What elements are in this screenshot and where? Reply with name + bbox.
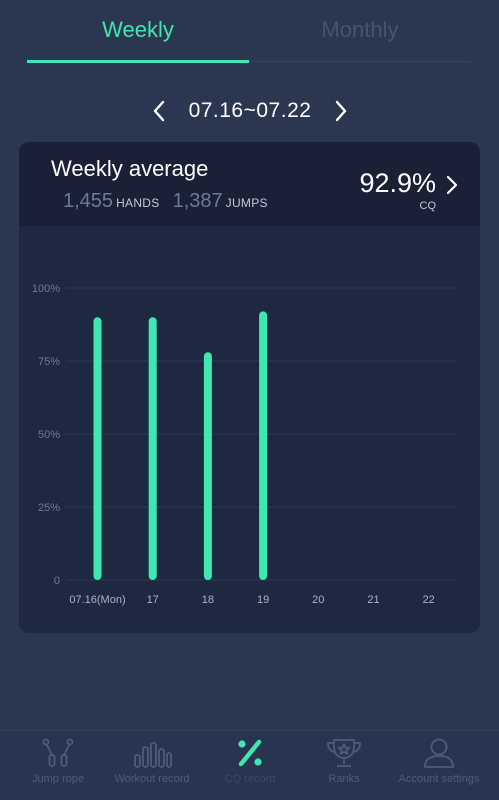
nav-cq-record[interactable]: CQ record xyxy=(202,731,298,800)
jump-rope-icon xyxy=(42,738,74,767)
nav-ranks[interactable]: Ranks xyxy=(296,731,392,800)
nav-label-jump-rope: Jump rope xyxy=(32,773,84,785)
y-tick-label: 0 xyxy=(54,575,60,587)
hands-unit: HANDS xyxy=(116,196,160,210)
cq-detail-button[interactable] xyxy=(440,172,464,198)
x-tick-label: 21 xyxy=(367,594,379,606)
x-tick-label: 17 xyxy=(147,594,159,606)
chevron-right-icon xyxy=(446,175,458,195)
account-icon xyxy=(424,738,454,768)
cq-record-icon xyxy=(238,739,262,767)
chevron-right-icon xyxy=(335,100,347,122)
weekly-summary-card: Weekly average 1,455 HANDS 1,387 JUMPS 9… xyxy=(19,142,480,633)
nav-label-account-settings: Account settings xyxy=(398,773,480,785)
x-tick-label: 07.16(Mon) xyxy=(69,594,125,606)
x-tick-label: 18 xyxy=(202,594,214,606)
jumps-unit: JUMPS xyxy=(225,196,268,210)
tab-weekly[interactable]: Weekly xyxy=(102,17,174,42)
card-title: Weekly average xyxy=(51,156,209,181)
next-week-button[interactable] xyxy=(322,92,360,130)
nav-label-cq-record: CQ record xyxy=(224,773,276,785)
x-tick-label: 19 xyxy=(257,594,269,606)
nav-label-ranks: Ranks xyxy=(328,773,360,785)
jumps-value: 1,387 xyxy=(172,190,223,212)
y-tick-label: 25% xyxy=(38,502,60,514)
chevron-left-icon xyxy=(153,100,165,122)
cq-value[interactable]: 92.9% xyxy=(359,168,436,198)
nav-label-workout-record: Workout record xyxy=(114,773,190,785)
hands-value: 1,455 xyxy=(63,190,114,212)
x-tick-label: 22 xyxy=(423,594,435,606)
bottom-nav: Jump rope Workout record xyxy=(0,730,499,800)
nav-account-settings[interactable]: Account settings xyxy=(391,731,487,800)
tab-monthly[interactable]: Monthly xyxy=(321,17,399,42)
nav-workout-record[interactable]: Workout record xyxy=(104,731,200,800)
cq-label: CQ xyxy=(419,200,437,212)
period-tabs: Weekly Monthly xyxy=(0,0,499,64)
active-tab-indicator xyxy=(27,60,249,63)
y-tick-label: 50% xyxy=(38,429,60,441)
chart-canvas: 0 25% 50% 75% 100% 07.16(Mon) 17 18 19 20 21 22 xyxy=(32,283,456,606)
tab-divider xyxy=(249,61,471,62)
workout-record-icon xyxy=(134,742,172,768)
y-tick-label: 100% xyxy=(32,283,60,295)
date-range-label: 07.16~07.22 xyxy=(188,99,312,122)
y-tick-label: 75% xyxy=(38,356,60,368)
previous-week-button[interactable] xyxy=(140,92,178,130)
cq-bar-chart: 0 25% 50% 75% 100% 07.16(Mon) 17 18 19 20 21 22 xyxy=(19,226,480,633)
x-tick-label: 20 xyxy=(312,594,324,606)
card-header: Weekly average 1,455 HANDS 1,387 JUMPS 9… xyxy=(19,142,480,226)
ranks-trophy-icon xyxy=(327,739,361,767)
stats-row: 1,455 HANDS 1,387 JUMPS xyxy=(63,190,281,216)
date-navigator: 07.16~07.22 xyxy=(0,92,499,130)
nav-jump-rope[interactable]: Jump rope xyxy=(10,731,106,800)
